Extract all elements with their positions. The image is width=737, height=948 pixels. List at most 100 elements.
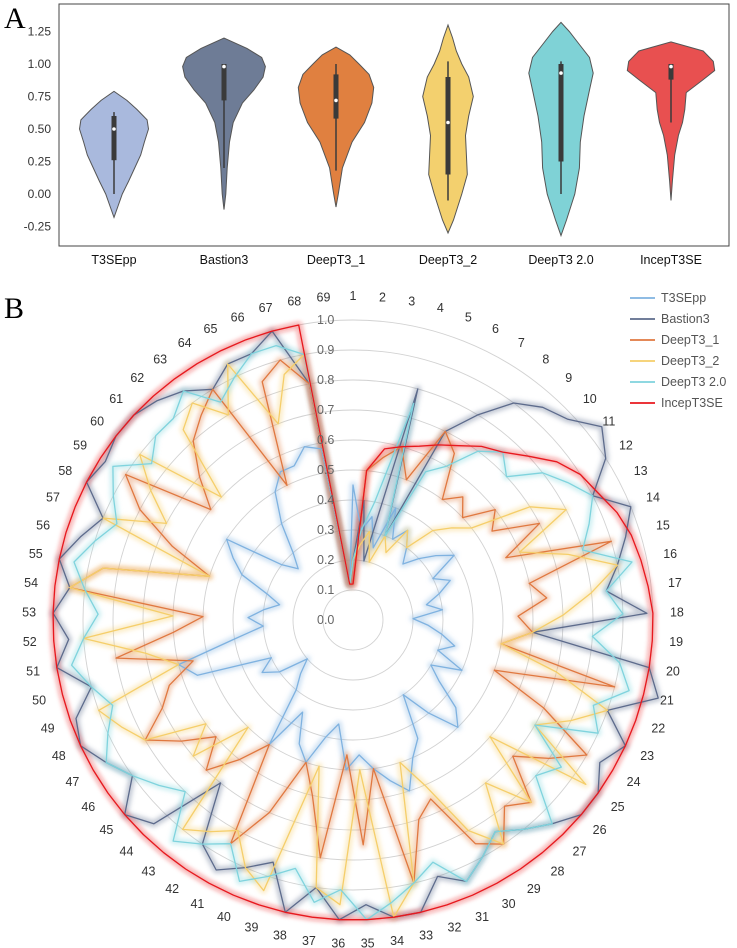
radial-tick-label: 1.0 (317, 313, 334, 327)
spoke-label: 47 (65, 775, 79, 789)
violin-median (112, 127, 116, 131)
y-tick-label: 0.50 (28, 122, 52, 136)
spoke-label: 31 (475, 910, 489, 924)
spoke-label: 45 (99, 823, 113, 837)
spoke-label: 27 (573, 845, 587, 859)
violin-iqr-box (668, 64, 674, 80)
radial-tick-label: 0.0 (317, 613, 334, 627)
spoke-label: 40 (217, 910, 231, 924)
legend-label: DeepT3_1 (661, 333, 719, 347)
spoke-label: 63 (153, 353, 167, 367)
spoke-label: 57 (46, 491, 60, 505)
legend-label: DeepT3 2.0 (661, 375, 726, 389)
radar-series-line (52, 324, 654, 921)
y-tick-label: 0.25 (28, 155, 52, 169)
spoke-label: 28 (551, 864, 565, 878)
legend-label: T3SEpp (661, 291, 706, 305)
spoke-label: 21 (660, 693, 674, 707)
spoke-label: 11 (602, 414, 615, 428)
spoke-label: 61 (109, 392, 123, 406)
violin-iqr-box (445, 77, 451, 175)
y-tick-label: 0.75 (28, 90, 52, 104)
spoke-label: 39 (245, 921, 259, 935)
x-category-label: DeepT3_2 (419, 253, 477, 267)
violin-iqr-box (333, 74, 339, 119)
spoke-label: 44 (120, 845, 134, 859)
spoke-label: 68 (287, 294, 301, 308)
y-tick-label: -0.25 (24, 220, 52, 234)
violin-chart: 1.25 1.00 0.75 0.50 0.25 0.00 -0.25 T3SEpp Bast… (24, 3, 730, 267)
radar-grid-ring (322, 589, 384, 651)
spoke-label: 55 (29, 547, 43, 561)
spoke-label: 19 (669, 635, 683, 649)
spoke-label: 7 (518, 336, 525, 350)
spoke-label: 3 (408, 294, 415, 308)
y-tick-label: 1.00 (28, 57, 52, 71)
spoke-label: 22 (651, 722, 665, 736)
spoke-label: 33 (419, 929, 433, 943)
violin-iqr-box (111, 116, 117, 161)
spoke-label: 46 (81, 800, 95, 814)
radial-tick-label: 0.6 (317, 433, 334, 447)
violin-iqr-box (558, 64, 564, 162)
spoke-label: 52 (23, 635, 37, 649)
spoke-label: 43 (142, 864, 156, 878)
spoke-label: 6 (492, 322, 499, 336)
spoke-label: 66 (231, 310, 245, 324)
spoke-label: 32 (448, 921, 462, 935)
spoke-label: 9 (565, 371, 572, 385)
spoke-label: 13 (634, 464, 648, 478)
spoke-label: 8 (542, 353, 549, 367)
spoke-label: 56 (36, 519, 50, 533)
spoke-label: 41 (190, 897, 204, 911)
radial-tick-label: 0.4 (317, 493, 334, 507)
legend-label: DeepT3_2 (661, 354, 719, 368)
panel-label-b: B (4, 292, 24, 325)
violin-median (222, 64, 226, 69)
x-category-label: DeepT3_1 (307, 253, 365, 267)
radial-tick-label: 0.2 (317, 553, 334, 567)
legend-label: IncepT3SE (661, 396, 723, 410)
radar-series-line (52, 330, 659, 921)
violin-iqr-box (221, 64, 227, 101)
spoke-label: 12 (619, 438, 633, 452)
spoke-label: 24 (627, 775, 641, 789)
spoke-label: 59 (73, 438, 87, 452)
y-tick-label: 0.00 (28, 187, 52, 201)
spoke-label: 36 (331, 937, 345, 948)
spoke-label: 18 (670, 606, 684, 620)
spoke-label: 29 (527, 882, 541, 896)
spoke-label: 34 (390, 934, 404, 948)
spoke-label: 54 (24, 576, 38, 590)
radial-tick-label: 0.5 (317, 463, 334, 477)
spoke-label: 58 (58, 464, 72, 478)
spoke-label: 35 (361, 937, 375, 948)
spoke-label: 51 (26, 664, 40, 678)
radial-tick-label: 0.1 (317, 583, 334, 597)
radar-series-line (177, 446, 463, 792)
spoke-label: 69 (317, 290, 331, 304)
spoke-label: 37 (302, 934, 316, 948)
spoke-label: 2 (379, 290, 386, 304)
x-category-label: Bastion3 (200, 253, 249, 267)
spoke-label: 62 (130, 371, 144, 385)
legend-label: Bastion3 (661, 312, 710, 326)
spoke-label: 30 (502, 897, 516, 911)
spoke-label: 10 (583, 392, 597, 406)
radar-series-line (70, 344, 633, 921)
violin-median (669, 64, 673, 69)
spoke-label: 14 (646, 491, 660, 505)
spoke-label: 48 (52, 749, 66, 763)
violin-median (559, 71, 563, 75)
spoke-label: 49 (41, 722, 55, 736)
x-category-label: IncepT3SE (640, 253, 702, 267)
x-category-label: DeepT3 2.0 (528, 253, 593, 267)
spoke-label: 23 (640, 749, 654, 763)
x-category-label: T3SEpp (91, 253, 136, 267)
spoke-label: 4 (437, 301, 444, 315)
spoke-label: 15 (656, 519, 670, 533)
violin-median (446, 120, 450, 125)
panel-label-a: A (4, 2, 26, 35)
radial-tick-label: 0.3 (317, 523, 334, 537)
